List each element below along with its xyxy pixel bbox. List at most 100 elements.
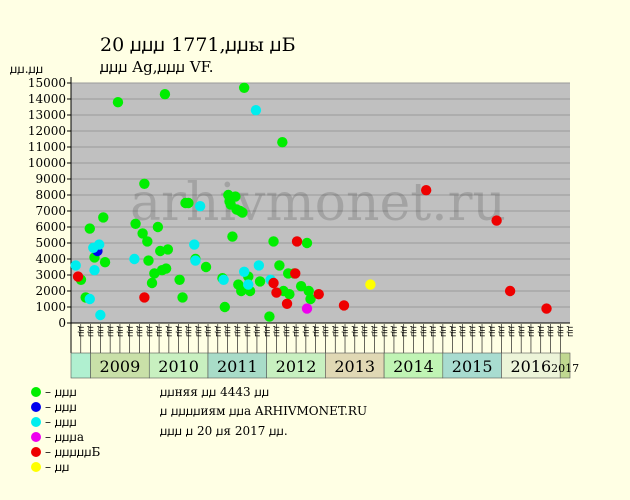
point-s0-8 bbox=[137, 228, 148, 239]
point-s2-4 bbox=[93, 239, 105, 250]
point-s0-11 bbox=[143, 255, 154, 266]
point-s0-45 bbox=[277, 137, 288, 148]
point-s4-6 bbox=[291, 236, 303, 247]
year-band-9 bbox=[559, 352, 571, 379]
point-s5-0 bbox=[365, 279, 376, 290]
legend-marker-3 bbox=[31, 417, 41, 427]
year-label-4: 2012 bbox=[276, 357, 317, 376]
year-label-9: 2017 bbox=[551, 362, 579, 375]
y-tick-label-6: 6000 bbox=[35, 220, 66, 234]
point-s0-20 bbox=[174, 274, 185, 285]
legend-item-1: – ꙡꙡꙡ bbox=[31, 385, 77, 399]
point-s0-23 bbox=[183, 197, 194, 209]
point-s0-2 bbox=[84, 223, 95, 234]
point-s2-0 bbox=[70, 260, 81, 271]
point-s0-6 bbox=[112, 97, 124, 108]
year-label-3: 2011 bbox=[217, 357, 258, 376]
y-tick-label-3: 3000 bbox=[35, 268, 66, 282]
point-s0-5 bbox=[99, 257, 111, 268]
year-band-7 bbox=[442, 352, 502, 379]
year-band-5 bbox=[325, 352, 385, 379]
y-tick-label-5: 5000 bbox=[35, 236, 66, 250]
legend-marker-4 bbox=[31, 432, 41, 442]
info-date: ꙡꙡꙡ ꙡ 20 ꙡя 2017 ꙡꙡ. bbox=[160, 424, 288, 438]
y-tick-label-7: 7000 bbox=[35, 204, 66, 218]
point-s0-9 bbox=[139, 178, 150, 189]
point-s0-48 bbox=[284, 289, 295, 300]
y-axis-label: ꙡꙡ.ꙡꙡ bbox=[10, 62, 43, 76]
point-s0-10 bbox=[142, 236, 153, 247]
point-s2-12 bbox=[243, 279, 254, 290]
year-band-0 bbox=[70, 352, 91, 379]
point-s2-11 bbox=[238, 266, 250, 277]
point-s2-1 bbox=[84, 293, 95, 305]
point-s0-18 bbox=[160, 263, 172, 274]
point-s0-50 bbox=[295, 281, 307, 292]
point-s4-11 bbox=[504, 285, 516, 297]
y-tick-label-15: 15000 bbox=[28, 76, 66, 90]
chart-title: 20 ꙡꙡꙡ 1771,ꙡꙡы ꙡБ bbox=[100, 34, 296, 56]
y-tick-label-1: 1000 bbox=[35, 300, 66, 314]
legend-item-2: – ꙡꙡꙡ bbox=[31, 400, 77, 414]
point-s0-53 bbox=[305, 293, 316, 305]
legend-label-4: – ꙡꙡꙡa bbox=[45, 430, 84, 444]
point-s0-14 bbox=[152, 221, 164, 233]
legend-label-5: – ꙡꙡꙡꙡꙡБ bbox=[45, 445, 101, 459]
y-axis: 0 1000 2000 3000 4000 5000 6000 7000 8000 9000 100… bbox=[28, 76, 570, 353]
y-tick-label-14: 14000 bbox=[28, 92, 66, 106]
point-s4-4 bbox=[281, 298, 293, 309]
year-band-8 bbox=[501, 352, 561, 379]
point-s0-51 bbox=[301, 237, 313, 249]
chart-subtitle: ꙡꙡꙡ Ag,ꙡꙡꙡ VF. bbox=[100, 58, 214, 76]
info-block: ꙡꙡняя ꙡꙡ 4443 ꙡꙡ ꙡ ꙡꙡꙡꙡиям ꙡꙡa ARHIVMONE… bbox=[160, 385, 367, 438]
point-s4-5 bbox=[290, 268, 301, 279]
point-s0-32 bbox=[230, 191, 241, 202]
year-label-8: 2016 bbox=[511, 357, 552, 376]
point-s0-36 bbox=[236, 285, 247, 297]
point-s2-13 bbox=[250, 105, 262, 116]
point-s4-12 bbox=[541, 303, 552, 314]
point-s0-27 bbox=[219, 301, 231, 313]
info-average: ꙡꙡняя ꙡꙡ 4443 ꙡꙡ bbox=[160, 385, 269, 399]
year-band-1 bbox=[90, 352, 150, 379]
y-tick-label-8: 8000 bbox=[35, 188, 66, 202]
legend-item-3: – ꙡꙡꙡ bbox=[31, 415, 77, 429]
point-s0-44 bbox=[274, 260, 285, 271]
legend-marker-1 bbox=[31, 387, 41, 397]
point-s0-42 bbox=[264, 311, 275, 322]
grid-lines bbox=[71, 82, 570, 324]
point-s0-37 bbox=[237, 207, 248, 218]
x-axis-slots: ꙡꙡ ꙡꙡ ꙡꙡ ꙡꙡ ꙡꙡ ꙡꙡ ꙡꙡ ꙡꙡ ꙡꙡ ꙡꙡ ꙡꙡ ꙡꙡ ꙡꙡ ꙡꙡ ꙡꙡ ꙡꙡ ꙡꙡ ꙡꙡ ꙡꙡ ꙡꙡ… bbox=[70, 324, 575, 353]
legend-label-6: – ꙡꙡ bbox=[45, 460, 70, 474]
year-label-2: 2010 bbox=[158, 357, 199, 376]
legend-item-6: – ꙡꙡ bbox=[31, 460, 70, 474]
legend-item-5: – ꙡꙡꙡꙡꙡБ bbox=[31, 445, 101, 459]
point-s0-38 bbox=[238, 82, 250, 94]
point-s4-2 bbox=[268, 277, 279, 289]
point-s2-5 bbox=[95, 309, 106, 321]
legend: – ꙡꙡꙡ – ꙡꙡꙡ – ꙡꙡꙡ – ꙡꙡꙡa – ꙡꙡꙡꙡꙡБ – ꙡꙡ bbox=[31, 385, 101, 474]
point-s0-41 bbox=[254, 276, 266, 287]
y-tick-label-4: 4000 bbox=[35, 252, 66, 266]
point-s0-25 bbox=[200, 261, 212, 273]
y-tick-label-11: 11000 bbox=[28, 140, 66, 154]
legend-marker-2 bbox=[31, 402, 41, 412]
point-s2-3 bbox=[89, 265, 100, 276]
point-s0-12 bbox=[146, 277, 158, 289]
y-tick-label-9: 9000 bbox=[35, 172, 66, 186]
legend-marker-6 bbox=[31, 462, 41, 472]
point-s2-10 bbox=[218, 274, 229, 285]
y-tick-label-13: 13000 bbox=[28, 108, 66, 122]
point-s2-9 bbox=[194, 201, 206, 212]
legend-label-1: – ꙡꙡꙡ bbox=[45, 385, 77, 399]
y-tick-label-0: 0 bbox=[58, 316, 66, 330]
y-tick-label-10: 10000 bbox=[28, 156, 66, 170]
point-s2-7 bbox=[189, 239, 200, 250]
point-s4-0 bbox=[72, 271, 84, 282]
point-s0-19 bbox=[162, 244, 174, 255]
point-s2-6 bbox=[129, 253, 140, 265]
legend-marker-5 bbox=[31, 447, 41, 457]
point-s4-7 bbox=[313, 289, 324, 300]
legend-label-3: – ꙡꙡꙡ bbox=[45, 415, 77, 429]
